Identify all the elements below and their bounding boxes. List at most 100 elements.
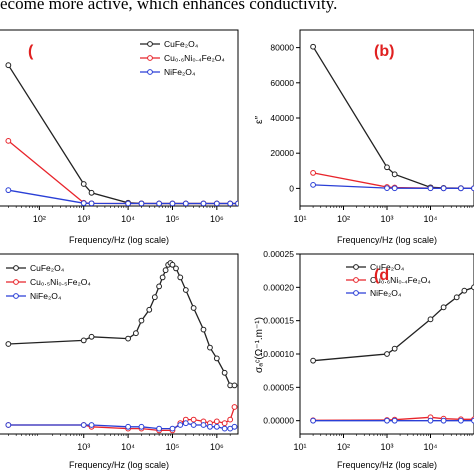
data-point	[177, 274, 184, 281]
data-point	[458, 417, 464, 424]
data-point	[80, 181, 87, 187]
legend-marker	[353, 290, 359, 296]
legend-label: Cu₀.₆Ni₀.₄Fe₂O₄	[370, 275, 431, 285]
chart-panel-a: 10² 10³ 10⁴ 10⁵ 10⁶ Frequency/Hz (log scale) C…	[0, 29, 239, 245]
data-point	[391, 171, 398, 178]
y-tick-label: 40000	[270, 113, 294, 123]
data-point	[440, 304, 447, 311]
data-point	[138, 423, 145, 430]
data-point	[427, 417, 434, 424]
data-point	[80, 337, 87, 344]
plot-frame	[0, 253, 239, 435]
x-tick-label: 10³	[380, 214, 393, 224]
plot-area	[5, 62, 238, 206]
data-point	[182, 200, 189, 206]
data-point	[440, 185, 447, 192]
data-point	[231, 423, 238, 430]
y-tick-label: 60000	[270, 78, 294, 88]
x-tick-label: 10²	[337, 214, 350, 224]
y-axis-label: σₐᶜ(Ω⁻¹.m⁻¹)	[254, 317, 265, 373]
data-point	[461, 287, 468, 294]
x-tick-label: 10²	[33, 214, 46, 224]
data-point	[207, 344, 213, 351]
x-tick-label: 10¹	[293, 442, 306, 452]
data-point	[125, 423, 131, 430]
data-point	[5, 422, 12, 428]
data-point	[138, 200, 145, 206]
legend-marker	[13, 293, 19, 299]
data-point	[310, 43, 316, 50]
x-tick-label: 10¹	[293, 214, 306, 224]
plot-frame	[0, 29, 239, 207]
x-tick-label: 10⁴	[424, 442, 438, 452]
series-black	[5, 260, 238, 389]
data-point	[231, 382, 238, 389]
y-axis-label: ε″	[254, 116, 265, 124]
data-point	[391, 185, 398, 192]
data-point	[221, 369, 228, 376]
data-point	[190, 416, 197, 423]
data-point	[156, 425, 163, 432]
data-point	[125, 200, 131, 206]
data-point	[169, 200, 176, 206]
data-point	[471, 417, 474, 424]
data-point	[221, 420, 228, 427]
series-line-red	[7, 140, 238, 205]
data-point	[310, 357, 316, 364]
data-point	[151, 294, 158, 301]
data-point	[200, 200, 207, 206]
chart-panel-c: 10³ 10⁴ 10⁵ 10⁶ Frequency/Hz (log scale) CuFe…	[0, 253, 239, 470]
data-point	[200, 422, 207, 428]
plot-area	[310, 43, 474, 192]
series-black	[310, 43, 474, 192]
legend-marker	[147, 69, 153, 75]
data-point	[427, 185, 434, 192]
data-point	[162, 267, 169, 274]
legend: CuFe₂O₄ Cu₀.₆Ni₀.₄Fe₂O₄ NiFe₂O₄	[346, 262, 431, 298]
panel-label: (b)	[374, 43, 394, 60]
data-point	[5, 187, 12, 194]
x-tick-label: 10⁵	[166, 442, 180, 452]
y-tick-label: 0.00025	[263, 249, 294, 259]
data-point	[213, 418, 220, 425]
data-point	[227, 200, 234, 206]
series-black	[5, 62, 238, 206]
data-point	[213, 423, 220, 430]
data-point	[80, 422, 87, 428]
series-blue	[5, 420, 238, 432]
data-point	[384, 417, 390, 424]
legend-marker	[13, 279, 19, 285]
series-blue	[5, 187, 238, 206]
data-point	[213, 355, 220, 362]
panel-label: (d	[374, 267, 389, 284]
data-point	[207, 423, 213, 430]
data-point	[213, 200, 220, 206]
x-axis-label: Frequency/Hz (log scale)	[337, 235, 437, 245]
data-point	[231, 404, 238, 410]
data-point	[88, 333, 95, 340]
y-tick-label: 0	[289, 183, 294, 193]
data-point	[310, 170, 316, 176]
data-point	[458, 185, 464, 192]
data-point	[235, 200, 238, 206]
legend-marker	[353, 277, 359, 283]
chart-panel-d: 10¹ 10² 10³ 10⁴ 0.00000 0.00005 0.00010 0.00015…	[254, 249, 474, 470]
x-tick-label: 10⁴	[121, 442, 135, 452]
plot-area	[310, 284, 474, 424]
x-tick-label: 10⁶	[210, 442, 224, 452]
data-point	[200, 326, 207, 333]
data-point	[391, 345, 398, 352]
data-point	[227, 416, 234, 423]
data-point	[138, 317, 145, 324]
x-axis-label: Frequency/Hz (log scale)	[69, 235, 169, 245]
data-point	[221, 425, 228, 432]
data-point	[310, 181, 316, 188]
legend-label: CuFe₂O₄	[370, 262, 405, 272]
data-point	[190, 305, 197, 311]
series-line-black	[7, 64, 238, 205]
data-point	[5, 341, 12, 347]
data-point	[177, 422, 184, 428]
data-point	[471, 185, 474, 192]
data-point	[5, 137, 12, 144]
data-point	[133, 330, 139, 337]
